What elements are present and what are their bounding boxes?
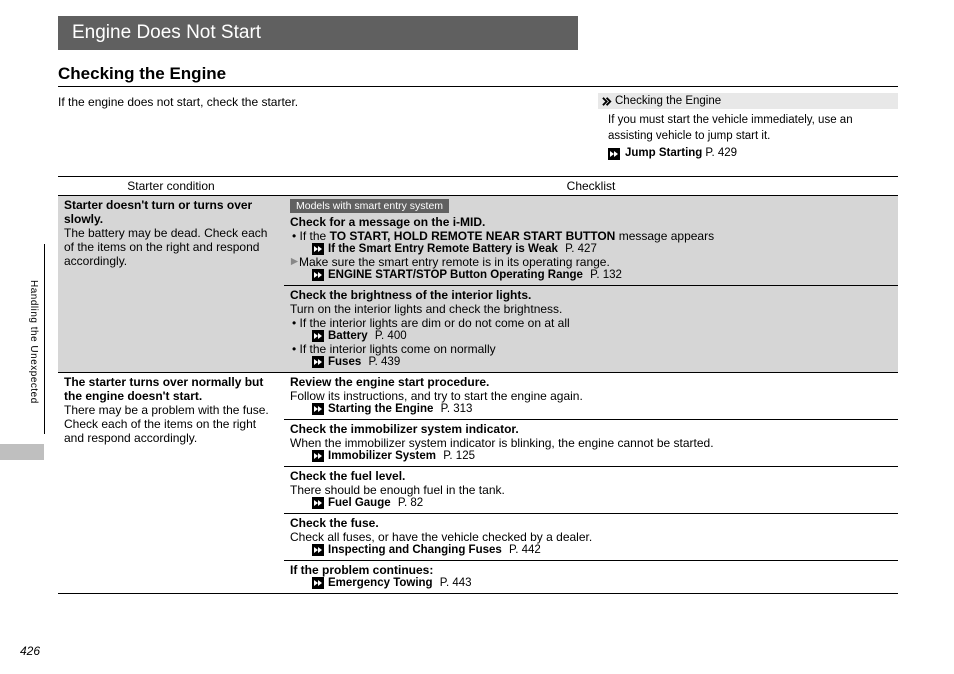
bullet-pre: If the <box>300 229 330 243</box>
arrow-text: Make sure the smart entry remote is in i… <box>299 255 610 269</box>
triangle-icon <box>290 257 299 266</box>
side-note: Checking the Engine If you must start th… <box>598 93 898 166</box>
note-ref-label: Jump Starting <box>625 146 702 162</box>
model-tag: Models with smart entry system <box>290 199 449 213</box>
bullet-text: If the interior lights come on normally <box>300 342 496 356</box>
bullet-bold: TO START, HOLD REMOTE NEAR START BUTTON <box>330 229 616 243</box>
check-body: Check all fuses, or have the vehicle che… <box>290 530 892 544</box>
ref-icon <box>312 577 324 589</box>
page-number: 426 <box>20 644 40 658</box>
ref-page: P. 400 <box>375 330 407 342</box>
ref-label: If the Smart Entry Remote Battery is Wea… <box>328 243 558 255</box>
ref-icon <box>312 243 324 255</box>
bullet-item: • If the interior lights come on normall… <box>290 342 892 356</box>
chevron-icon <box>602 96 613 107</box>
ref-label: Immobilizer System <box>328 450 436 462</box>
bullet-text: If the interior lights are dim or do not… <box>300 316 570 330</box>
ref-icon <box>312 269 324 281</box>
checklist-cell: Models with smart entry system Check for… <box>284 195 898 285</box>
check-title: Check the immobilizer system indicator. <box>290 422 892 436</box>
bullet-item: • If the interior lights are dim or do n… <box>290 316 892 330</box>
ref-icon <box>312 403 324 415</box>
checklist-cell: Review the engine start procedure. Follo… <box>284 372 898 419</box>
note-header-text: Checking the Engine <box>615 95 721 107</box>
ref-label: Fuses <box>328 356 361 368</box>
checklist-cell: Check the fuse. Check all fuses, or have… <box>284 513 898 560</box>
check-title: Review the engine start procedure. <box>290 375 892 389</box>
ref-label: Emergency Towing <box>328 577 433 589</box>
ref-page: P. 132 <box>590 269 622 281</box>
check-title: Check for a message on the i-MID. <box>290 215 892 229</box>
ref-label: Fuel Gauge <box>328 497 391 509</box>
side-tab <box>0 444 44 460</box>
ref-icon <box>312 450 324 462</box>
bullet-post: message appears <box>615 229 714 243</box>
checklist-cell: Check the immobilizer system indicator. … <box>284 419 898 466</box>
check-title: If the problem continues: <box>290 563 892 577</box>
side-border <box>44 244 45 434</box>
ref-label: Inspecting and Changing Fuses <box>328 544 502 556</box>
page-title: Engine Does Not Start <box>58 16 578 50</box>
ref-label: Battery <box>328 330 368 342</box>
condition-body: There may be a problem with the fuse. Ch… <box>64 403 278 445</box>
ref-icon <box>312 497 324 509</box>
ref-icon <box>608 148 620 160</box>
condition-cell: The starter turns over normally but the … <box>58 372 284 593</box>
check-title: Check the brightness of the interior lig… <box>290 288 892 302</box>
ref-label: ENGINE START/STOP Button Operating Range <box>328 269 583 281</box>
ref-page: P. 427 <box>565 243 597 255</box>
condition-title: Starter doesn't turn or turns over slowl… <box>64 198 278 226</box>
check-body: There should be enough fuel in the tank. <box>290 483 892 497</box>
arrow-item: Make sure the smart entry remote is in i… <box>290 255 892 269</box>
ref-page: P. 125 <box>443 450 475 462</box>
page-subtitle: Checking the Engine <box>58 64 898 87</box>
ref-page: P. 313 <box>441 403 473 415</box>
check-body: When the immobilizer system indicator is… <box>290 436 892 450</box>
col-header-checklist: Checklist <box>284 176 898 195</box>
ref-page: P. 439 <box>368 356 400 368</box>
ref-page: P. 442 <box>509 544 541 556</box>
note-body-text: If you must start the vehicle immediatel… <box>608 113 888 144</box>
checklist-cell: Check the fuel level. There should be en… <box>284 466 898 513</box>
check-title: Check the fuel level. <box>290 469 892 483</box>
check-body: Follow its instructions, and try to star… <box>290 389 892 403</box>
troubleshooting-table: Starter condition Checklist Starter does… <box>58 176 898 594</box>
col-header-condition: Starter condition <box>58 176 284 195</box>
condition-body: The battery may be dead. Check each of t… <box>64 226 278 268</box>
check-body: Turn on the interior lights and check th… <box>290 302 892 316</box>
check-title: Check the fuse. <box>290 516 892 530</box>
note-ref-page: P. 429 <box>705 146 737 162</box>
section-side-label: Handling the Unexpected <box>28 280 39 404</box>
ref-icon <box>312 356 324 368</box>
checklist-cell: If the problem continues: Emergency Towi… <box>284 560 898 593</box>
condition-cell: Starter doesn't turn or turns over slowl… <box>58 195 284 372</box>
bullet-item: • If the TO START, HOLD REMOTE NEAR STAR… <box>290 229 892 243</box>
ref-page: P. 82 <box>398 497 423 509</box>
condition-title: The starter turns over normally but the … <box>64 375 278 403</box>
ref-icon <box>312 544 324 556</box>
ref-label: Starting the Engine <box>328 403 433 415</box>
intro-text: If the engine does not start, check the … <box>58 93 578 166</box>
ref-icon <box>312 330 324 342</box>
ref-page: P. 443 <box>440 577 472 589</box>
checklist-cell: Check the brightness of the interior lig… <box>284 285 898 372</box>
